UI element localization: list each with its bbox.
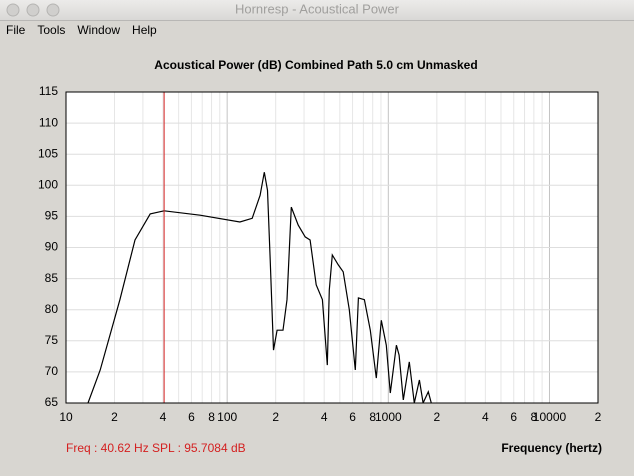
curve-group: [87, 172, 432, 403]
menu-item[interactable]: File: [6, 23, 26, 37]
x-tick-label: 6: [510, 410, 517, 424]
x-tick-label: 10000: [533, 410, 567, 424]
power-curve: [87, 172, 432, 403]
x-tick-label: 1000: [375, 410, 402, 424]
y-tick-label: 100: [38, 177, 58, 191]
y-tick-label: 65: [45, 395, 59, 409]
minimize-button[interactable]: [26, 3, 40, 17]
x-tick-label: 2: [272, 410, 279, 424]
y-tick-label: 115: [39, 84, 58, 98]
x-axis-label: Frequency (hertz): [501, 441, 602, 455]
y-tick-label: 90: [45, 240, 59, 254]
x-tick-label: 4: [321, 410, 328, 424]
zoom-button[interactable]: [46, 3, 60, 17]
cursor-freq: Freq : 40.62 Hz: [66, 441, 149, 455]
x-tick-label: 8: [369, 410, 376, 424]
y-tick-label: 75: [45, 333, 59, 347]
x-tick-label: 100: [217, 410, 237, 424]
x-tick-label: 2: [433, 410, 440, 424]
y-tick-label: 80: [45, 302, 59, 316]
close-button[interactable]: [6, 3, 20, 17]
x-tick-label: 4: [160, 410, 167, 424]
y-tick-label: 110: [39, 115, 58, 129]
menu-item[interactable]: Window: [77, 23, 120, 37]
plot-border: [65, 91, 599, 404]
x-tick-label: 4: [482, 410, 489, 424]
x-tick-label: 2: [595, 410, 602, 424]
y-tick-label: 85: [45, 271, 59, 285]
menu-item[interactable]: Tools: [37, 23, 65, 37]
x-tick-label: 6: [349, 410, 356, 424]
cursor-spl: SPL : 95.7084 dB: [152, 441, 246, 455]
menu-item[interactable]: Help: [132, 23, 157, 37]
x-tick-label: 8: [208, 410, 215, 424]
x-tick-label: 8: [531, 410, 538, 424]
title-bar: [0, 0, 634, 20]
x-tick-label: 10: [59, 410, 73, 424]
x-tick-label: 2: [111, 410, 118, 424]
chart-title: Acoustical Power (dB) Combined Path 5.0 …: [154, 58, 477, 72]
y-tick-label: 105: [38, 146, 58, 160]
x-tick-label: 6: [188, 410, 195, 424]
y-tick-label: 95: [45, 209, 59, 223]
window-title: Hornresp - Acoustical Power: [235, 1, 400, 16]
y-tick-label: 70: [45, 364, 59, 378]
